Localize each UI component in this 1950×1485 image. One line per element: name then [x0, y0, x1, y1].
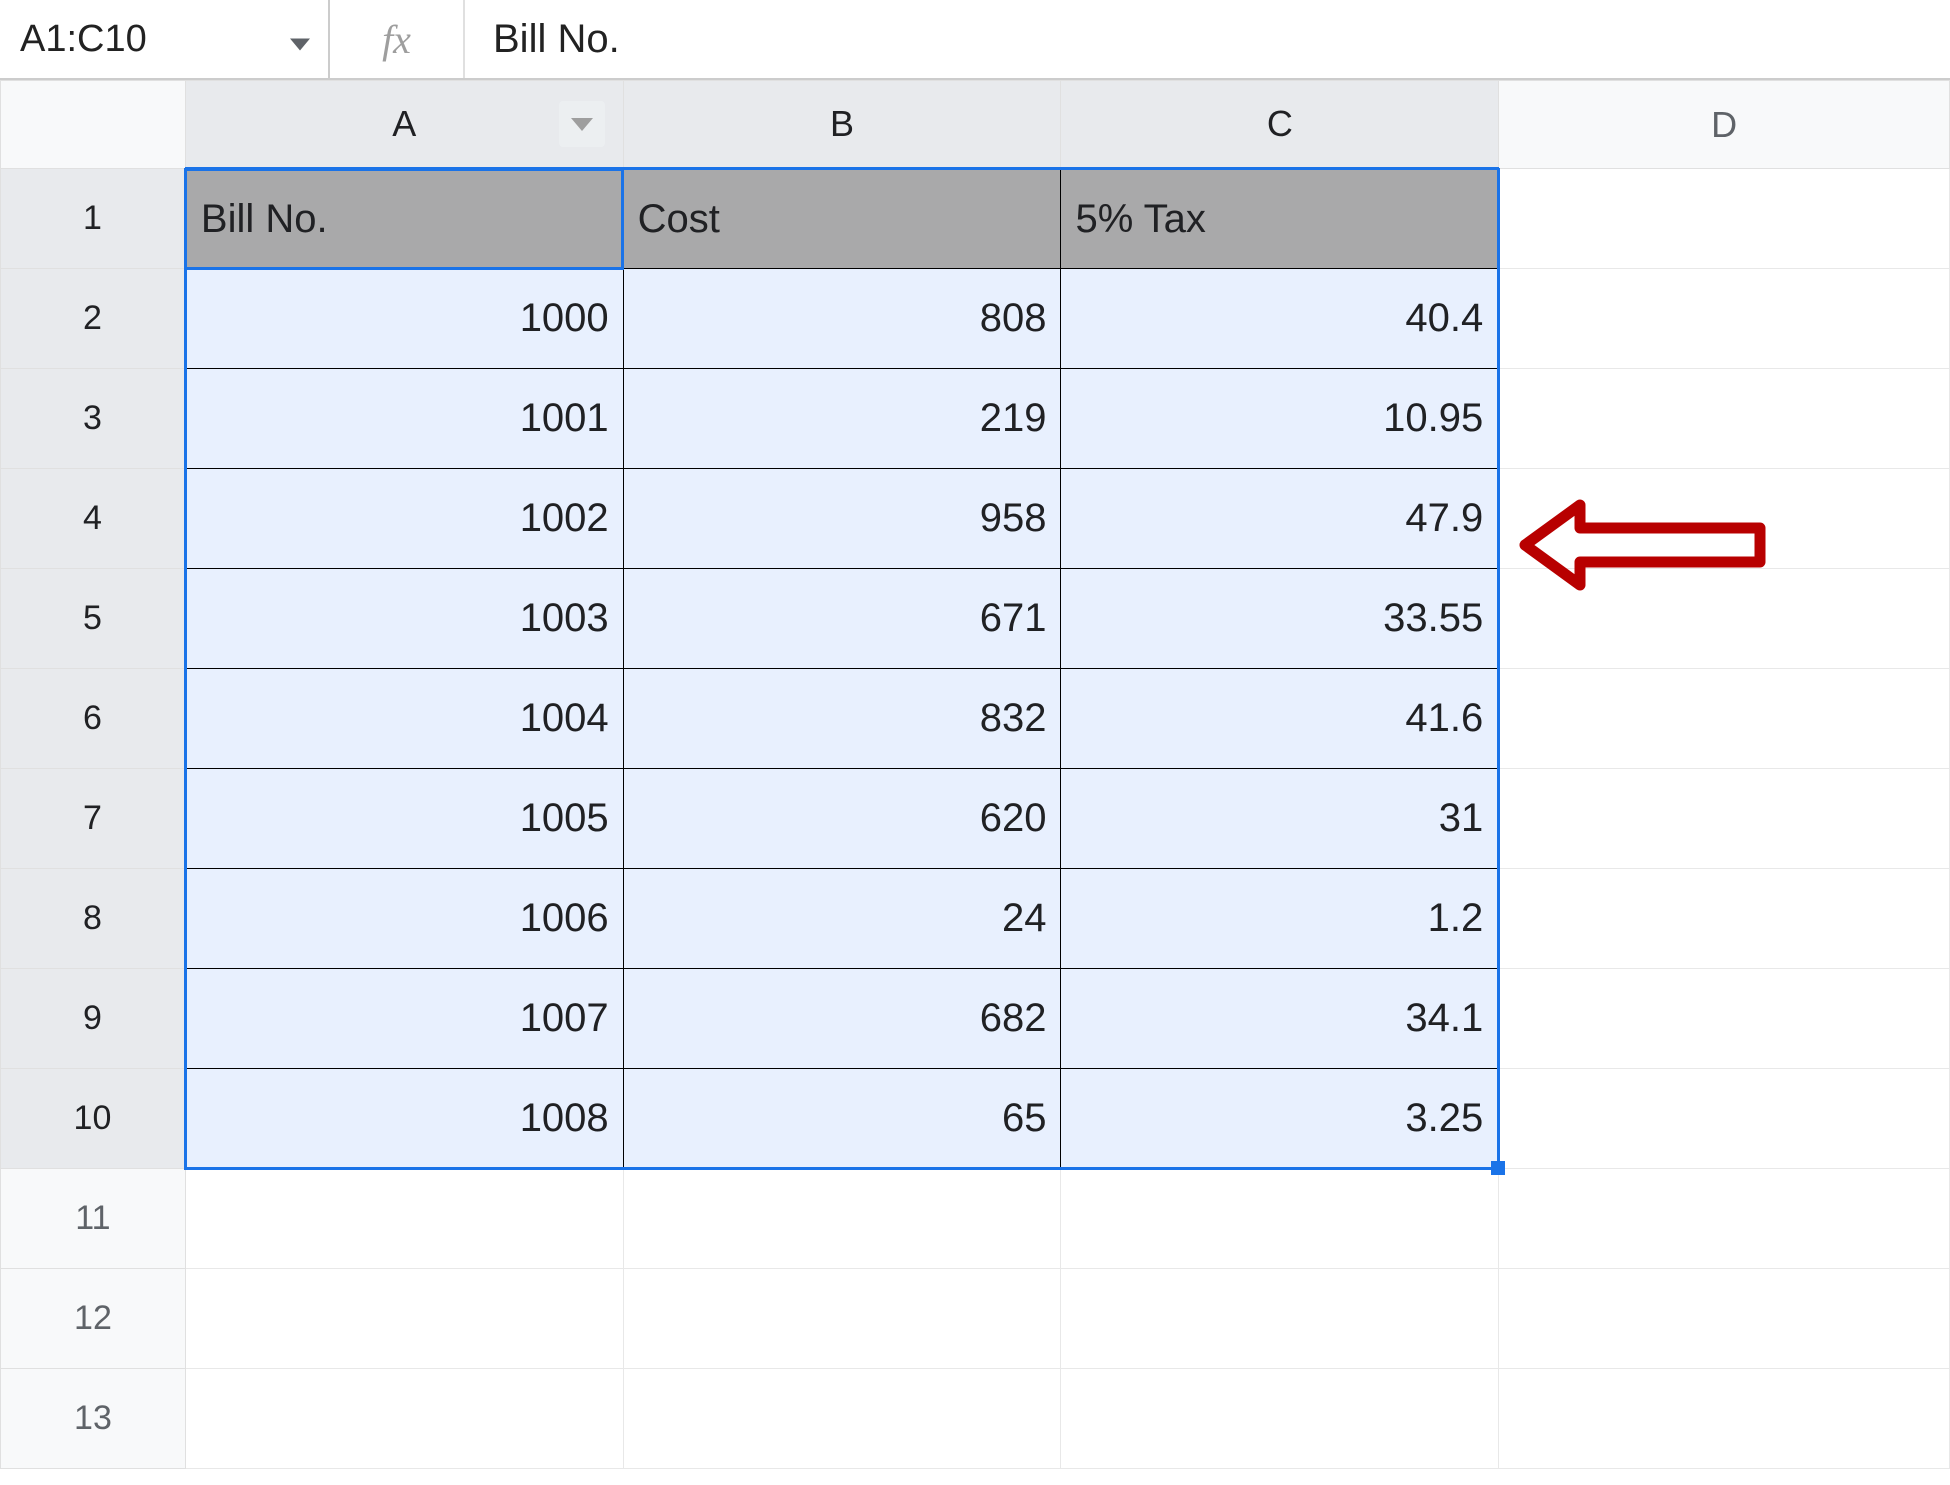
cell-D2[interactable]: [1499, 269, 1950, 369]
cell-D6[interactable]: [1499, 669, 1950, 769]
row-header[interactable]: 3: [1, 369, 186, 469]
row-11: 11: [1, 1169, 1950, 1269]
row-8: 8 1006 24 1.2: [1, 869, 1950, 969]
cell-B11[interactable]: [623, 1169, 1061, 1269]
cell-D1[interactable]: [1499, 169, 1950, 269]
column-header-label: B: [830, 103, 854, 144]
cell-C12[interactable]: [1061, 1269, 1499, 1369]
cell-A13[interactable]: [185, 1369, 623, 1469]
spreadsheet-grid[interactable]: A B C D 1 Bill No. Cost 5% Tax 2 1000: [0, 80, 1950, 1469]
row-9: 9 1007 682 34.1: [1, 969, 1950, 1069]
column-header-B[interactable]: B: [623, 81, 1061, 169]
row-2: 2 1000 808 40.4: [1, 269, 1950, 369]
cell-B12[interactable]: [623, 1269, 1061, 1369]
row-header[interactable]: 6: [1, 669, 186, 769]
row-7: 7 1005 620 31: [1, 769, 1950, 869]
cell-C5[interactable]: 33.55: [1061, 569, 1499, 669]
row-13: 13: [1, 1369, 1950, 1469]
row-header[interactable]: 2: [1, 269, 186, 369]
row-10: 10 1008 65 3.25: [1, 1069, 1950, 1169]
cell-C11[interactable]: [1061, 1169, 1499, 1269]
row-header[interactable]: 12: [1, 1269, 186, 1369]
cell-C13[interactable]: [1061, 1369, 1499, 1469]
cell-C8[interactable]: 1.2: [1061, 869, 1499, 969]
cell-C6[interactable]: 41.6: [1061, 669, 1499, 769]
cell-A10[interactable]: 1008: [185, 1069, 623, 1169]
cell-B6[interactable]: 832: [623, 669, 1061, 769]
row-1: 1 Bill No. Cost 5% Tax: [1, 169, 1950, 269]
row-header[interactable]: 13: [1, 1369, 186, 1469]
cell-A3[interactable]: 1001: [185, 369, 623, 469]
cell-A11[interactable]: [185, 1169, 623, 1269]
column-header-D[interactable]: D: [1499, 81, 1950, 169]
cell-A1[interactable]: Bill No.: [185, 169, 623, 269]
name-box[interactable]: A1:C10: [0, 0, 330, 78]
cell-A12[interactable]: [185, 1269, 623, 1369]
column-header-row: A B C D: [1, 81, 1950, 169]
cell-C7[interactable]: 31: [1061, 769, 1499, 869]
row-header[interactable]: 5: [1, 569, 186, 669]
row-6: 6 1004 832 41.6: [1, 669, 1950, 769]
cell-A6[interactable]: 1004: [185, 669, 623, 769]
cell-A2[interactable]: 1000: [185, 269, 623, 369]
cell-A4[interactable]: 1002: [185, 469, 623, 569]
row-header[interactable]: 4: [1, 469, 186, 569]
cell-C10[interactable]: 3.25: [1061, 1069, 1499, 1169]
cell-C4[interactable]: 47.9: [1061, 469, 1499, 569]
cell-A5[interactable]: 1003: [185, 569, 623, 669]
cell-D9[interactable]: [1499, 969, 1950, 1069]
cell-B13[interactable]: [623, 1369, 1061, 1469]
cell-D11[interactable]: [1499, 1169, 1950, 1269]
row-header[interactable]: 11: [1, 1169, 186, 1269]
cell-B8[interactable]: 24: [623, 869, 1061, 969]
name-box-dropdown-icon[interactable]: [290, 18, 310, 61]
cell-D13[interactable]: [1499, 1369, 1950, 1469]
cell-B10[interactable]: 65: [623, 1069, 1061, 1169]
cell-C2[interactable]: 40.4: [1061, 269, 1499, 369]
cell-B9[interactable]: 682: [623, 969, 1061, 1069]
cell-B5[interactable]: 671: [623, 569, 1061, 669]
cell-B1[interactable]: Cost: [623, 169, 1061, 269]
cell-C3[interactable]: 10.95: [1061, 369, 1499, 469]
cell-D7[interactable]: [1499, 769, 1950, 869]
cell-D4[interactable]: [1499, 469, 1950, 569]
select-all-corner[interactable]: [1, 81, 186, 169]
column-header-label: D: [1711, 104, 1737, 145]
cell-A7[interactable]: 1005: [185, 769, 623, 869]
row-header[interactable]: 10: [1, 1069, 186, 1169]
cell-B2[interactable]: 808: [623, 269, 1061, 369]
cell-D3[interactable]: [1499, 369, 1950, 469]
row-5: 5 1003 671 33.55: [1, 569, 1950, 669]
fx-label: fx: [330, 0, 465, 78]
cell-D5[interactable]: [1499, 569, 1950, 669]
row-4: 4 1002 958 47.9: [1, 469, 1950, 569]
filter-icon[interactable]: [559, 101, 605, 147]
name-box-value: A1:C10: [20, 18, 147, 61]
column-header-label: C: [1267, 103, 1293, 144]
cell-A8[interactable]: 1006: [185, 869, 623, 969]
cell-C9[interactable]: 34.1: [1061, 969, 1499, 1069]
cell-D8[interactable]: [1499, 869, 1950, 969]
column-header-label: A: [392, 103, 416, 144]
cell-D10[interactable]: [1499, 1069, 1950, 1169]
column-header-A[interactable]: A: [185, 81, 623, 169]
cell-B4[interactable]: 958: [623, 469, 1061, 569]
formula-bar: A1:C10 fx Bill No.: [0, 0, 1950, 80]
row-header[interactable]: 9: [1, 969, 186, 1069]
row-header[interactable]: 8: [1, 869, 186, 969]
column-header-C[interactable]: C: [1061, 81, 1499, 169]
formula-input-value: Bill No.: [493, 17, 620, 62]
selection-handle[interactable]: [1491, 1161, 1505, 1175]
cell-B3[interactable]: 219: [623, 369, 1061, 469]
formula-input[interactable]: Bill No.: [465, 0, 1950, 78]
cell-C1[interactable]: 5% Tax: [1061, 169, 1499, 269]
cell-B7[interactable]: 620: [623, 769, 1061, 869]
cell-D12[interactable]: [1499, 1269, 1950, 1369]
row-header[interactable]: 7: [1, 769, 186, 869]
row-3: 3 1001 219 10.95: [1, 369, 1950, 469]
row-12: 12: [1, 1269, 1950, 1369]
row-header[interactable]: 1: [1, 169, 186, 269]
cell-A9[interactable]: 1007: [185, 969, 623, 1069]
